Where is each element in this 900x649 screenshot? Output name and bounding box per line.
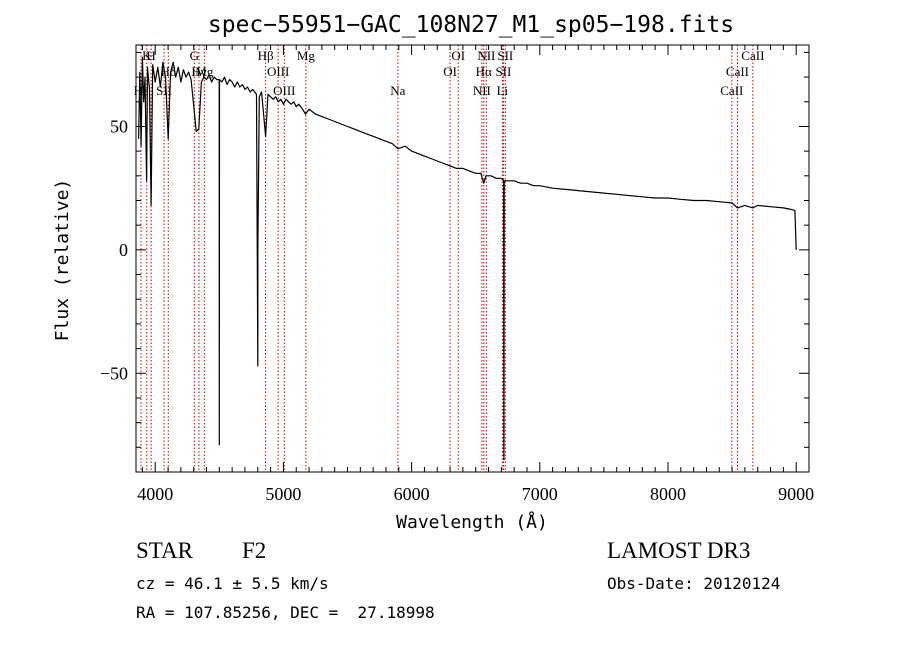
observation-date: Obs-Date: 20120124 [607, 574, 781, 593]
spectral-line-label-8: Hβ [258, 48, 274, 63]
spectral-line-label-12: Na [390, 83, 405, 98]
spectral-line-label-11: Mg [297, 48, 316, 63]
x-tick-label-2: 6000 [394, 484, 430, 504]
line-labels: HεKHHδSIIGHγMgHβOIIIOIIIMgNaOIOINIIHαNII… [134, 48, 765, 98]
y-tick-label-2: 50 [110, 116, 128, 136]
spectrum-line-0 [138, 56, 797, 461]
spectral-line-label-22: CaII [726, 64, 749, 79]
x-tick-label-5: 9000 [778, 484, 814, 504]
x-tick-label-4: 8000 [650, 484, 686, 504]
object-subclass: F2 [242, 538, 267, 563]
x-tick-label-0: 4000 [137, 484, 173, 504]
spectral-line-label-4: SII [156, 83, 172, 98]
y-axis-label: Flux (relative) [52, 179, 73, 342]
spectral-line-label-3: Hδ [161, 64, 177, 79]
axis-ticks: 4000 5000 6000 7000 8000 9000 −50 0 50 [100, 45, 814, 504]
spectral-line-label-5: G [190, 48, 199, 63]
y-tick-label-1: 0 [119, 240, 128, 260]
spectral-line-label-19: Li [497, 83, 509, 98]
spectral-line-label-21: CaII [720, 83, 743, 98]
plot-frame [135, 44, 810, 473]
spectral-line-label-9: OIII [267, 64, 289, 79]
x-axis-label: Wavelength (Å) [396, 511, 548, 533]
spectral-line-markers [140, 45, 754, 472]
spectral-line-label-1: K [142, 48, 152, 63]
x-tick-label-1: 5000 [265, 484, 301, 504]
spectral-line-label-23: CaII [741, 48, 764, 63]
chart-title: spec−55951−GAC_108N27_M1_sp05−198.fits [208, 12, 734, 38]
spectral-line-label-20: SII [497, 48, 513, 63]
survey-name: LAMOST DR3 [607, 538, 751, 563]
object-class: STAR [136, 538, 193, 563]
spectral-line-label-16: Hα [476, 64, 492, 79]
redshift-readout: cz = 46.1 ± 5.5 km/s [136, 574, 329, 593]
spectral-line-label-0: Hε [134, 83, 149, 98]
spectral-line-label-15: NII [473, 83, 491, 98]
spectral-line-label-10: OIII [273, 83, 295, 98]
spectral-line-label-7: Mg [195, 64, 214, 79]
spectral-line-label-13: OI [443, 64, 457, 79]
x-tick-label-3: 7000 [522, 484, 558, 504]
coordinates-readout: RA = 107.85256, DEC = 27.18998 [136, 603, 435, 622]
spectrum-series [138, 56, 797, 461]
spectral-line-label-2: H [146, 48, 155, 63]
spectral-line-label-6: Hγ [191, 64, 206, 79]
y-tick-label-0: −50 [100, 363, 128, 383]
spectral-line-label-14: OI [451, 48, 465, 63]
spectral-line-label-17: NII [477, 48, 495, 63]
spectral-line-label-18: SII [495, 64, 511, 79]
